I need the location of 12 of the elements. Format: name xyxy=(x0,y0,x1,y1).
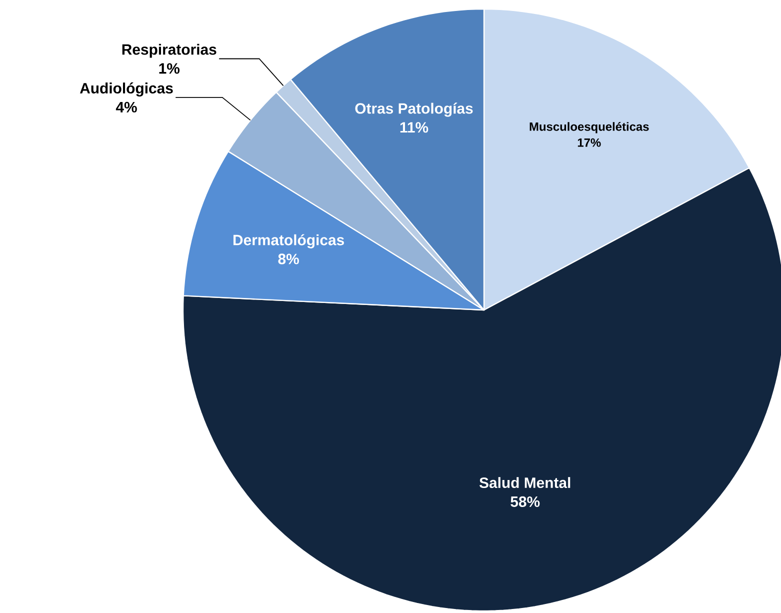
slice-label: Audiológicas xyxy=(80,82,173,97)
data-label: 4% xyxy=(116,102,137,112)
data-label: 11% xyxy=(400,122,428,133)
slice-label: Musculoesqueléticas xyxy=(530,122,649,134)
data-label: 1% xyxy=(159,63,180,74)
slice-label: Otras Patologías xyxy=(355,102,473,117)
data-label: 17% xyxy=(578,138,601,147)
data-label: 8% xyxy=(278,254,299,264)
slice-label: Salud Mental xyxy=(479,477,570,488)
slice-label: Dermatológicas xyxy=(233,234,344,248)
slice-label: Respiratorias xyxy=(122,44,216,58)
data-label: 58% xyxy=(510,496,540,507)
